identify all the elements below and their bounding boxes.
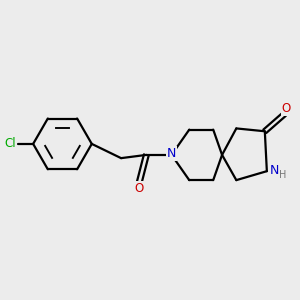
Text: O: O: [134, 182, 144, 195]
Text: N: N: [167, 147, 176, 160]
Text: H: H: [280, 170, 287, 180]
Text: Cl: Cl: [4, 137, 16, 150]
Text: O: O: [282, 102, 291, 116]
Text: N: N: [269, 164, 279, 177]
